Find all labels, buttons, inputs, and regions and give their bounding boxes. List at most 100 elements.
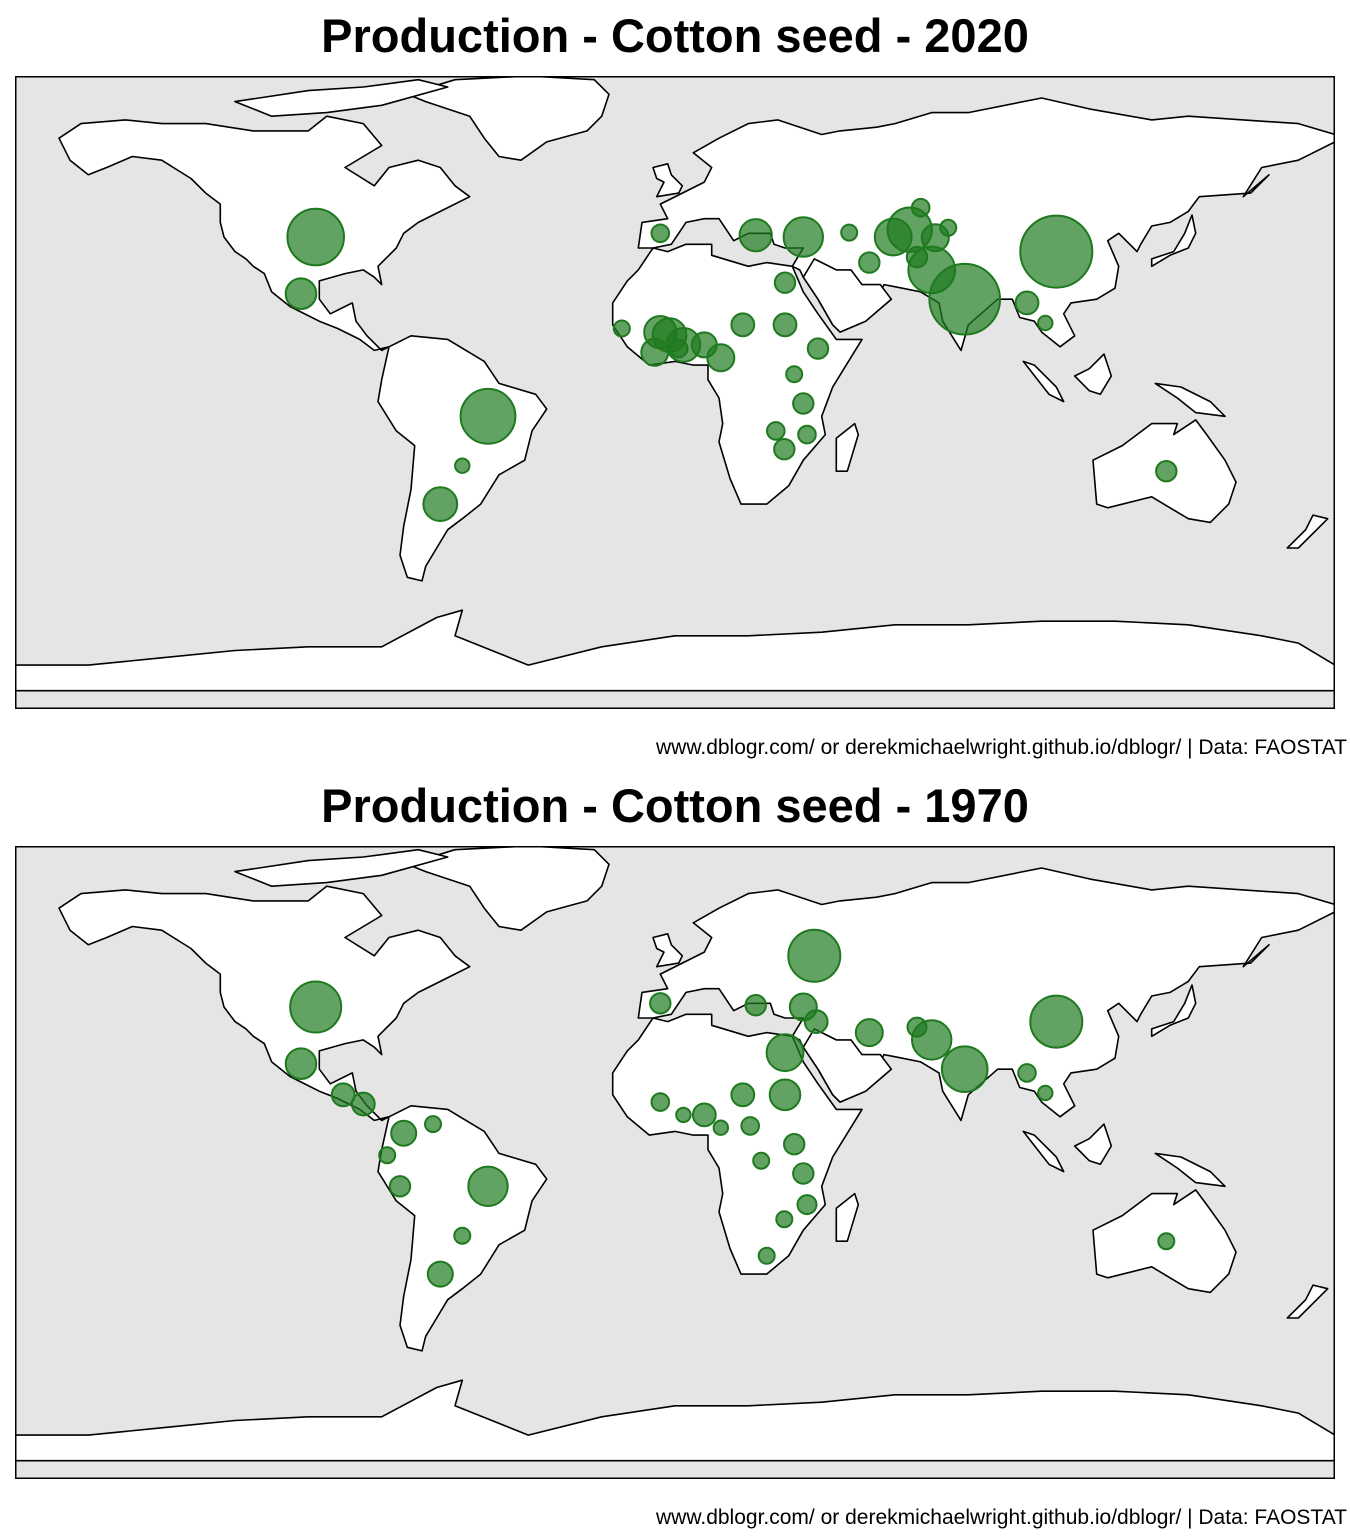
- production-bubble: [424, 1115, 442, 1134]
- production-bubble: [390, 1119, 418, 1147]
- map-title: Production - Cotton seed - 2020: [321, 9, 1029, 62]
- land-madagascar: [835, 1192, 860, 1242]
- production-bubble: [467, 1165, 509, 1207]
- production-bubble: [650, 1092, 671, 1112]
- land-borneo: [1073, 353, 1113, 396]
- production-bubble: [289, 980, 343, 1034]
- map-frame: [15, 846, 1335, 1479]
- production-bubble: [1037, 1084, 1054, 1102]
- source-caption: www.dblogr.com/ or derekmichaelwright.gi…: [656, 1506, 1347, 1529]
- production-bubble: [1157, 1232, 1176, 1251]
- source-caption: www.dblogr.com/ or derekmichaelwright.gi…: [656, 736, 1347, 759]
- production-bubble: [730, 1082, 756, 1108]
- production-bubble: [284, 277, 318, 310]
- production-bubble: [792, 392, 815, 415]
- production-bubble: [712, 1119, 729, 1136]
- production-bubble: [1014, 290, 1040, 316]
- production-bubble: [675, 1106, 692, 1124]
- production-bubble: [330, 1082, 356, 1108]
- production-bubble: [1037, 314, 1054, 332]
- land-arctic-islands: [234, 848, 449, 887]
- land-antarctica: [15, 609, 1335, 692]
- production-bubble: [668, 338, 689, 359]
- production-bubble: [787, 928, 842, 983]
- production-bubble: [939, 218, 958, 237]
- production-bubble: [785, 365, 804, 384]
- production-bubble: [730, 312, 756, 338]
- production-bubble: [796, 1194, 818, 1216]
- production-bubble: [773, 271, 797, 294]
- production-bubble: [286, 207, 346, 267]
- map-panel-2020: Production - Cotton seed - 2020 www.dblo…: [15, 9, 1347, 759]
- production-bubbles: [284, 928, 1176, 1288]
- map-panel-1970: Production - Cotton seed - 1970 www.dblo…: [0, 770, 1350, 1540]
- production-bubble: [873, 217, 913, 257]
- land-new-zealand: [1286, 1284, 1329, 1319]
- land-borneo: [1073, 1123, 1113, 1166]
- production-bubble: [650, 223, 671, 244]
- production-bubble: [803, 1009, 829, 1035]
- land-antarctica: [15, 1379, 1335, 1462]
- production-bubble: [744, 994, 767, 1017]
- production-bubble: [940, 1045, 989, 1093]
- production-bubble: [454, 457, 471, 474]
- production-bubble: [690, 331, 718, 359]
- production-bubble: [806, 337, 830, 360]
- production-bubble: [858, 251, 881, 274]
- map-border: [15, 76, 1335, 709]
- landmasses: [15, 76, 1335, 692]
- production-bubble: [906, 1016, 928, 1038]
- map-border: [15, 846, 1335, 1479]
- land-japan: [1150, 984, 1197, 1038]
- land-new-zealand: [1286, 514, 1329, 549]
- land-arabia-fix: [802, 258, 893, 333]
- landmasses: [15, 846, 1335, 1462]
- map-title: Production - Cotton seed - 1970: [321, 779, 1029, 832]
- land-sumatra: [1022, 360, 1065, 403]
- production-bubble: [640, 337, 670, 367]
- production-bubble: [1017, 1063, 1037, 1083]
- production-bubble: [453, 1226, 472, 1245]
- production-bubble: [284, 1047, 318, 1080]
- world-map: [15, 76, 1335, 709]
- production-bubble: [854, 1018, 884, 1048]
- land-sumatra: [1022, 1130, 1065, 1173]
- production-bubble: [378, 1146, 397, 1165]
- production-bubble: [775, 1210, 794, 1229]
- production-bubble: [765, 1033, 805, 1073]
- land-new-guinea: [1154, 382, 1226, 418]
- land-north-america: [58, 115, 471, 352]
- production-bubble: [905, 245, 929, 269]
- production-bubble: [783, 1133, 806, 1156]
- production-bubble: [840, 223, 859, 242]
- production-bubble: [350, 1091, 376, 1117]
- production-bubble: [757, 1246, 776, 1265]
- land-britain: [652, 933, 684, 968]
- production-bubble: [797, 424, 817, 445]
- production-bubble: [422, 486, 459, 523]
- production-bubble: [388, 1175, 412, 1198]
- land-arabia-fix: [802, 1028, 893, 1103]
- production-bubble: [459, 387, 517, 445]
- production-bubble: [782, 216, 824, 258]
- production-bubble: [772, 312, 798, 338]
- production-bubble: [752, 1151, 771, 1170]
- production-bubble: [766, 421, 786, 441]
- land-arctic-islands: [234, 78, 449, 117]
- land-japan: [1150, 214, 1197, 268]
- production-bubble: [426, 1260, 454, 1288]
- production-bubble: [649, 992, 672, 1015]
- production-bubble: [691, 1102, 717, 1128]
- production-bubble: [910, 197, 931, 218]
- world-map: [15, 846, 1335, 1479]
- production-bubble: [738, 218, 773, 253]
- production-bubble: [773, 438, 796, 461]
- production-bubble: [612, 319, 631, 338]
- production-bubble: [768, 1078, 802, 1112]
- production-bubble: [792, 1162, 815, 1185]
- production-bubbles: [284, 197, 1178, 523]
- land-britain: [652, 163, 684, 198]
- production-bubble: [1019, 214, 1094, 289]
- land-north-america: [58, 885, 471, 1122]
- production-bubble: [1155, 460, 1178, 483]
